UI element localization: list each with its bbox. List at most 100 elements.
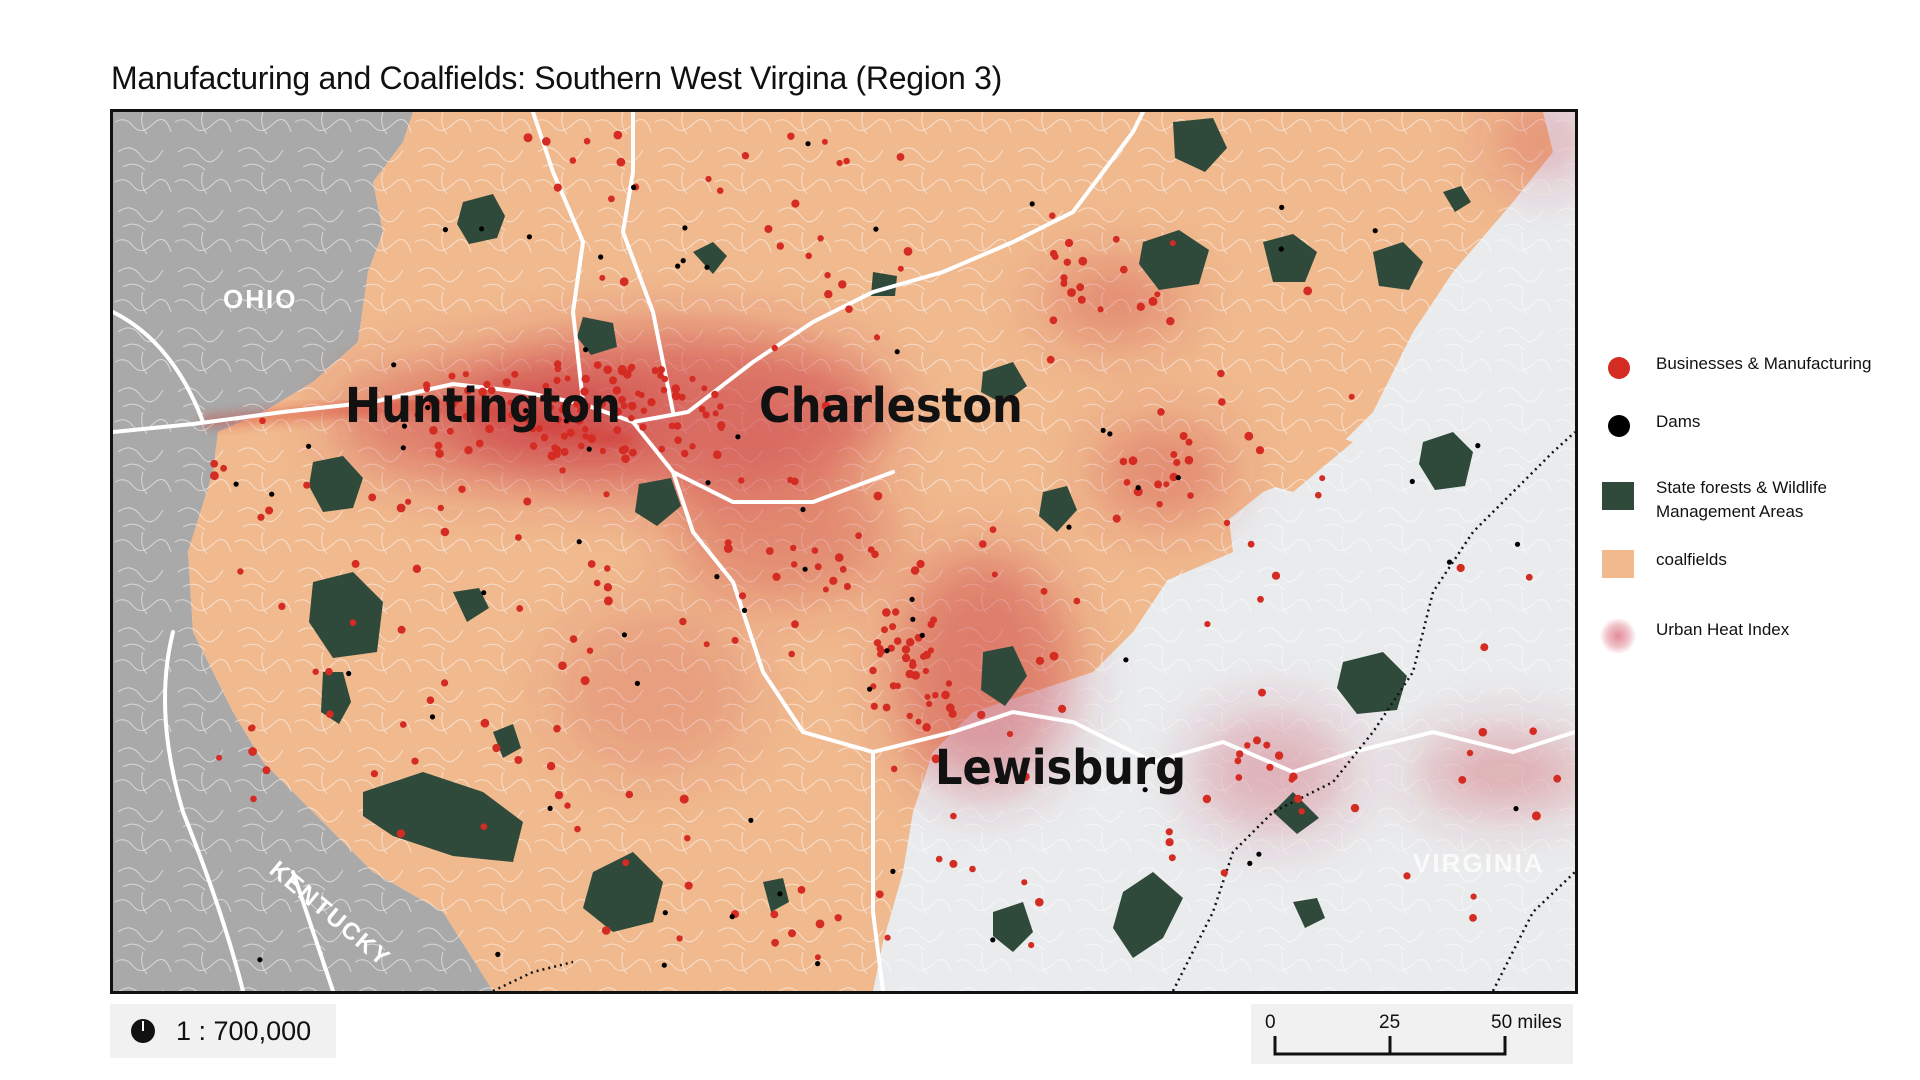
- legend-label: Urban Heat Index: [1656, 620, 1790, 639]
- dam-dot: [631, 184, 637, 190]
- business-dot: [578, 442, 585, 450]
- business-dot: [1348, 393, 1355, 400]
- business-dot: [414, 411, 421, 419]
- business-dot: [1170, 451, 1178, 458]
- dam-dot: [805, 141, 811, 147]
- business-dot: [599, 447, 606, 455]
- dam-dot: [1142, 787, 1148, 793]
- business-dot: [875, 890, 884, 899]
- business-dot: [1063, 258, 1071, 266]
- business-dot: [790, 544, 797, 552]
- business-dot: [684, 881, 693, 890]
- business-dot: [817, 235, 824, 242]
- dam-dot: [1513, 806, 1519, 812]
- business-dot: [587, 434, 596, 444]
- state-label-ohio: OHIO: [223, 284, 297, 314]
- business-dot: [1255, 446, 1265, 455]
- dam-dot: [391, 362, 397, 368]
- business-dot: [1006, 730, 1014, 738]
- business-dot: [1169, 240, 1176, 247]
- business-dot: [1253, 736, 1261, 745]
- dam-dot: [873, 226, 879, 232]
- business-dot: [822, 586, 829, 593]
- business-dot: [926, 700, 933, 708]
- business-dot: [787, 132, 795, 140]
- state-label-virginia: VIRGINIA: [1413, 848, 1545, 878]
- business-dot: [903, 247, 913, 256]
- business-dot: [1258, 688, 1266, 697]
- business-dot: [1119, 265, 1128, 274]
- business-dot: [839, 565, 847, 573]
- business-dot: [1133, 487, 1143, 497]
- business-dot: [1157, 408, 1165, 416]
- dam-dot: [621, 632, 627, 638]
- business-dot: [441, 679, 449, 687]
- dam-dot: [802, 566, 808, 572]
- business-dot: [870, 702, 878, 710]
- dam-dot: [1278, 246, 1284, 252]
- business-dot: [1173, 458, 1181, 467]
- business-dot: [889, 682, 898, 690]
- business-dot: [989, 526, 997, 533]
- business-dot: [515, 534, 522, 541]
- business-dot: [483, 380, 491, 389]
- business-dot: [569, 635, 578, 643]
- dam-dot: [1107, 431, 1113, 437]
- business-dot: [869, 666, 877, 675]
- business-dot: [248, 747, 257, 756]
- business-dot: [423, 385, 430, 392]
- business-dot: [618, 395, 626, 404]
- business-dot: [945, 703, 955, 713]
- business-dot: [1298, 808, 1305, 815]
- business-dot: [928, 647, 934, 654]
- business-dot: [640, 407, 648, 415]
- business-dot: [701, 385, 708, 392]
- business-dot: [396, 503, 406, 513]
- business-dot: [1293, 794, 1303, 803]
- business-dot: [1403, 872, 1411, 880]
- business-dot: [1525, 573, 1533, 581]
- business-dot: [618, 446, 627, 455]
- business-dot: [569, 157, 577, 164]
- business-dot: [931, 754, 941, 764]
- dam-dot: [680, 258, 686, 264]
- dam-dot: [1475, 443, 1481, 449]
- business-dot: [1112, 235, 1120, 243]
- business-dot: [1466, 749, 1474, 757]
- business-dot: [603, 583, 613, 592]
- business-dot: [635, 390, 641, 397]
- business-dot: [1303, 286, 1313, 296]
- business-dot: [969, 865, 976, 873]
- business-dot: [581, 374, 590, 384]
- business-dot: [220, 464, 227, 472]
- dam-dot: [815, 961, 821, 967]
- business-dot: [639, 423, 647, 431]
- business-dot: [540, 394, 549, 402]
- business-dot: [1478, 727, 1488, 737]
- business-dot: [575, 416, 584, 425]
- business-dot: [485, 424, 494, 434]
- dam-dot: [346, 670, 352, 677]
- business-dot: [765, 547, 774, 555]
- city-label-huntington: Huntington: [345, 378, 621, 434]
- business-dot: [723, 543, 733, 553]
- business-dot: [604, 565, 611, 572]
- business-dot: [770, 910, 779, 919]
- business-dot: [603, 365, 612, 374]
- business-dot: [1274, 751, 1284, 760]
- business-dot: [553, 183, 562, 192]
- business-dot: [738, 592, 747, 600]
- scale-bar: 0 25 50 miles: [1251, 1004, 1573, 1064]
- business-dot: [1128, 456, 1138, 466]
- business-dot: [429, 426, 438, 435]
- dam-dot: [919, 632, 925, 639]
- business-dot: [250, 795, 257, 803]
- business-dot: [824, 272, 831, 279]
- dam-dot: [910, 616, 916, 622]
- business-dot: [368, 493, 377, 502]
- dam-dot: [735, 434, 741, 440]
- business-dot: [431, 397, 440, 407]
- map-canvas[interactable]: OHIO KENTUCKY VIRGINIA Huntington Charle…: [110, 109, 1578, 994]
- business-dot: [881, 626, 888, 634]
- business-dot: [1021, 879, 1028, 886]
